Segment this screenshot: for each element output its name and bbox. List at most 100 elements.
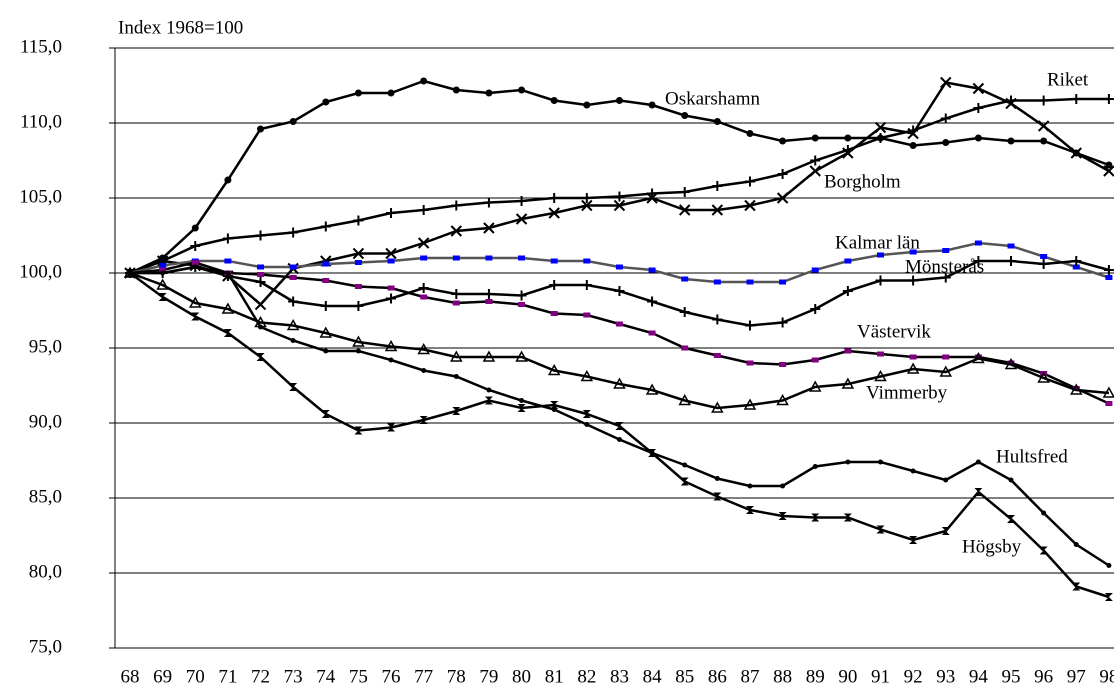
marker — [224, 258, 232, 264]
marker — [1104, 593, 1113, 601]
marker — [681, 345, 689, 351]
marker — [682, 462, 688, 468]
marker — [1008, 477, 1014, 483]
marker — [780, 483, 786, 489]
marker — [648, 330, 656, 336]
marker — [582, 410, 591, 418]
marker — [254, 298, 267, 311]
marker — [1103, 265, 1114, 275]
x-tick-label: 68 — [121, 666, 140, 686]
x-tick-label: 86 — [708, 666, 727, 686]
x-tick-label: 78 — [447, 666, 466, 686]
marker — [1040, 137, 1048, 145]
marker — [354, 284, 362, 289]
marker — [678, 393, 691, 406]
y-tick-label: 75,0 — [29, 636, 62, 657]
marker — [190, 241, 201, 251]
marker — [910, 468, 916, 474]
marker — [517, 404, 526, 412]
x-tick-label: 98 — [1099, 666, 1114, 686]
marker — [876, 351, 884, 357]
x-tick-label: 96 — [1034, 666, 1053, 686]
marker — [1005, 97, 1017, 110]
marker — [548, 207, 560, 219]
marker — [876, 252, 884, 258]
marker — [550, 401, 559, 409]
marker — [1071, 256, 1082, 266]
marker — [615, 97, 623, 104]
marker — [713, 279, 721, 285]
marker — [874, 369, 887, 382]
marker — [746, 360, 754, 366]
marker — [255, 230, 266, 241]
marker — [714, 476, 720, 481]
marker — [418, 205, 429, 215]
marker — [485, 299, 493, 304]
marker — [355, 348, 361, 354]
marker — [973, 103, 984, 113]
marker — [320, 301, 331, 311]
marker — [681, 276, 689, 282]
x-tick-label: 92 — [904, 666, 923, 686]
x-tick-label: 87 — [740, 666, 759, 686]
y-tick-label: 95,0 — [29, 336, 62, 357]
marker — [387, 258, 395, 264]
marker — [842, 286, 853, 296]
marker — [191, 260, 199, 265]
marker — [550, 258, 558, 264]
marker — [420, 77, 428, 85]
x-tick-label: 73 — [284, 666, 303, 686]
marker — [1038, 95, 1049, 106]
marker — [486, 387, 492, 393]
x-tick-label: 72 — [251, 666, 270, 686]
marker — [289, 383, 298, 391]
marker — [975, 459, 981, 465]
marker — [516, 290, 527, 301]
marker — [225, 270, 231, 276]
marker — [450, 225, 463, 237]
marker — [1038, 259, 1049, 269]
marker — [1073, 542, 1079, 547]
marker — [909, 354, 917, 360]
marker — [615, 264, 623, 270]
marker — [874, 121, 887, 134]
marker — [779, 137, 787, 145]
x-tick-label: 70 — [186, 666, 205, 686]
y-tick-label: 100,0 — [19, 261, 62, 282]
marker — [1037, 371, 1050, 383]
marker — [942, 139, 950, 146]
x-tick-label: 74 — [316, 666, 336, 686]
marker — [549, 280, 560, 290]
marker — [353, 215, 364, 226]
series-label: Hultsfred — [996, 446, 1068, 467]
marker — [482, 350, 496, 362]
marker — [583, 312, 591, 318]
marker — [615, 422, 624, 430]
x-tick-label: 85 — [675, 666, 694, 686]
marker — [452, 407, 461, 415]
marker — [223, 329, 232, 337]
marker — [485, 255, 493, 261]
marker — [745, 506, 754, 514]
marker — [712, 181, 723, 191]
marker — [972, 351, 985, 364]
marker — [584, 422, 590, 427]
series-label: Riket — [1047, 69, 1089, 90]
marker — [940, 272, 951, 283]
marker — [485, 89, 493, 97]
marker — [1007, 360, 1015, 366]
marker — [450, 350, 463, 362]
marker — [417, 237, 430, 249]
marker — [711, 401, 724, 413]
marker — [681, 112, 689, 119]
marker — [581, 193, 592, 203]
marker — [580, 369, 594, 382]
marker — [451, 200, 462, 211]
marker — [289, 275, 297, 280]
y-tick-label: 110,0 — [20, 111, 62, 132]
marker — [386, 208, 397, 218]
marker — [550, 97, 558, 104]
marker — [909, 536, 918, 544]
y-tick-label: 80,0 — [29, 561, 62, 582]
